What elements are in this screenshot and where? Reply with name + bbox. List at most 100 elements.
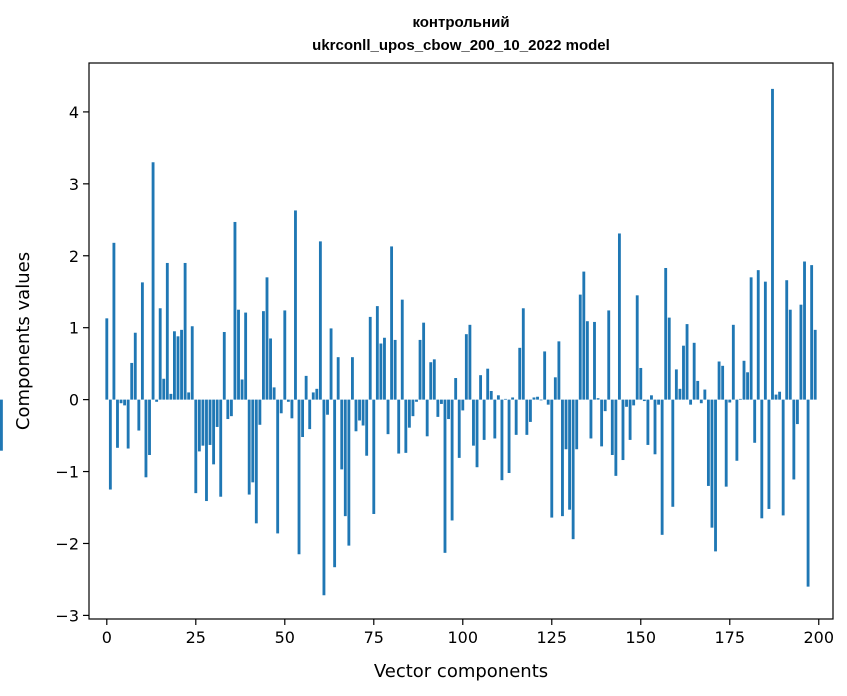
bar xyxy=(197,399,201,452)
bar xyxy=(696,380,700,400)
bar xyxy=(297,399,301,555)
bar xyxy=(151,162,155,400)
bar xyxy=(582,271,586,400)
bar xyxy=(489,390,493,400)
bar xyxy=(432,359,436,400)
bar xyxy=(201,399,205,446)
bar xyxy=(717,361,721,400)
bar xyxy=(251,399,255,483)
bar xyxy=(603,399,607,412)
bar xyxy=(440,399,443,404)
bar xyxy=(400,299,404,400)
bar xyxy=(397,399,401,454)
bar xyxy=(514,399,518,435)
bar xyxy=(343,399,347,517)
x-tick-label: 150 xyxy=(625,628,656,647)
x-tick-label: 175 xyxy=(714,628,745,647)
y-tick-label: −3 xyxy=(55,606,79,625)
bar xyxy=(368,316,372,400)
bar xyxy=(674,369,678,400)
bar xyxy=(667,317,671,400)
bar xyxy=(372,399,376,514)
bar xyxy=(518,347,522,400)
bar xyxy=(443,399,447,553)
y-tick-label: 3 xyxy=(69,175,79,194)
bar xyxy=(550,399,554,518)
bar xyxy=(240,379,244,400)
y-tick-label: 4 xyxy=(69,103,79,122)
bar xyxy=(621,399,625,461)
bar xyxy=(585,321,589,400)
x-tick-label: 100 xyxy=(448,628,479,647)
bar xyxy=(375,306,379,400)
bar xyxy=(162,378,166,400)
bar xyxy=(528,399,532,422)
bar xyxy=(276,399,280,534)
bar xyxy=(247,399,251,495)
bar xyxy=(657,399,660,405)
bar xyxy=(788,309,792,400)
bar xyxy=(628,399,632,440)
bar xyxy=(479,375,483,400)
bar xyxy=(429,362,433,400)
bar xyxy=(571,399,575,540)
y-tick-label: 1 xyxy=(69,319,79,338)
x-tick-label: 50 xyxy=(275,628,295,647)
bar xyxy=(450,399,454,521)
bar xyxy=(301,399,305,438)
bar xyxy=(180,329,183,400)
bar xyxy=(308,399,312,430)
bar xyxy=(731,324,735,400)
bar xyxy=(351,357,354,400)
bar xyxy=(771,88,774,400)
y-tick-label: 0 xyxy=(69,391,79,410)
bars-group xyxy=(0,88,817,596)
y-axis-ticks: −3 −2 −1 0 1 2 3 4 xyxy=(55,103,89,625)
bar xyxy=(436,399,440,417)
bar xyxy=(404,399,408,453)
bar xyxy=(226,399,230,420)
bar xyxy=(205,399,208,502)
bar xyxy=(664,267,668,400)
bar xyxy=(689,399,693,405)
bar xyxy=(194,399,198,494)
bar xyxy=(386,399,390,435)
bar xyxy=(678,388,682,400)
bar xyxy=(653,399,657,455)
bar xyxy=(617,233,621,400)
bar xyxy=(568,399,571,510)
bar xyxy=(753,399,757,443)
bar xyxy=(425,399,429,437)
bar xyxy=(244,312,248,400)
x-tick-label: 25 xyxy=(186,628,206,647)
bar xyxy=(415,399,418,402)
bar xyxy=(468,324,472,400)
bar xyxy=(749,277,753,400)
bar xyxy=(254,399,258,524)
bar xyxy=(785,280,789,400)
bar xyxy=(507,399,511,473)
bar xyxy=(262,311,265,400)
bar xyxy=(418,339,422,400)
bar xyxy=(475,399,479,468)
bar xyxy=(710,399,714,528)
bar xyxy=(564,399,568,450)
bar xyxy=(133,332,137,400)
bar xyxy=(721,365,725,400)
bar xyxy=(671,399,675,507)
bar xyxy=(575,399,579,450)
bar xyxy=(739,398,742,400)
bar xyxy=(806,399,810,587)
bar xyxy=(728,399,732,403)
bar xyxy=(813,329,817,400)
bar xyxy=(318,241,322,400)
bar xyxy=(116,399,119,448)
bar xyxy=(625,399,628,407)
bar xyxy=(642,399,646,402)
bar xyxy=(215,399,219,427)
bar xyxy=(140,282,144,400)
bar xyxy=(283,310,287,400)
bar xyxy=(778,391,782,400)
bar xyxy=(532,397,536,400)
